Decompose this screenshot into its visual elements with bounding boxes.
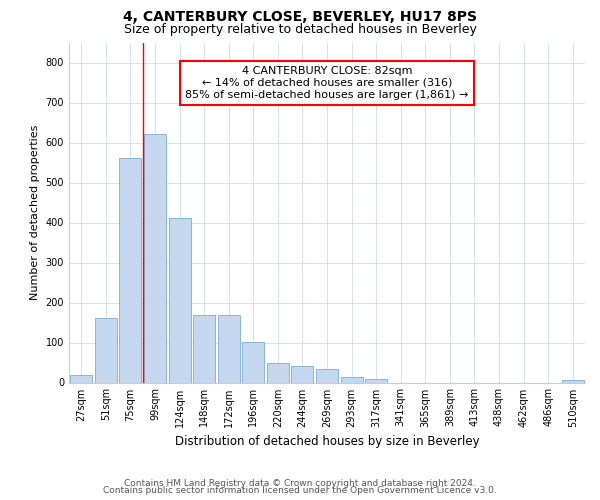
Text: Size of property relative to detached houses in Beverley: Size of property relative to detached ho… [124,22,476,36]
Y-axis label: Number of detached properties: Number of detached properties [30,125,40,300]
X-axis label: Distribution of detached houses by size in Beverley: Distribution of detached houses by size … [175,435,479,448]
Bar [95,318,117,382]
Bar [70,376,92,382]
Text: 4 CANTERBURY CLOSE: 82sqm
← 14% of detached houses are smaller (316)
85% of semi: 4 CANTERBURY CLOSE: 82sqm ← 14% of detac… [185,66,469,100]
Bar [562,380,584,382]
Text: 4, CANTERBURY CLOSE, BEVERLEY, HU17 8PS: 4, CANTERBURY CLOSE, BEVERLEY, HU17 8PS [123,10,477,24]
Bar [119,158,142,382]
Bar [218,314,240,382]
Text: Contains public sector information licensed under the Open Government Licence v3: Contains public sector information licen… [103,486,497,495]
Bar [341,377,362,382]
Bar [193,314,215,382]
Bar [316,370,338,382]
Bar [169,218,191,382]
Text: Contains HM Land Registry data © Crown copyright and database right 2024.: Contains HM Land Registry data © Crown c… [124,478,476,488]
Bar [267,362,289,382]
Bar [292,366,313,382]
Bar [242,342,265,382]
Bar [365,378,387,382]
Bar [144,134,166,382]
